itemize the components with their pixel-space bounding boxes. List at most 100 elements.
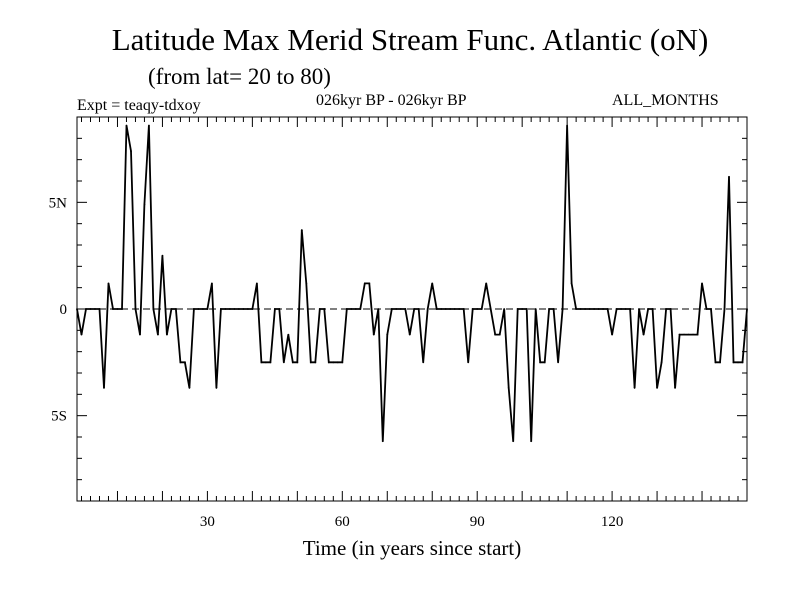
data-point [417, 308, 420, 310]
data-point [296, 361, 299, 364]
data-point [76, 308, 78, 310]
data-point [309, 361, 312, 364]
data-point [476, 308, 479, 310]
data-point [530, 440, 533, 443]
data-point [557, 361, 560, 364]
data-point [287, 333, 290, 336]
data-point [404, 308, 407, 310]
season-label: ALL_MONTHS [612, 92, 719, 109]
y-tick-label: 5S [51, 409, 67, 425]
data-point [449, 308, 452, 310]
data-point [453, 308, 456, 310]
data-point [503, 308, 506, 310]
data-point [251, 308, 254, 310]
data-point [152, 308, 155, 310]
data-point [282, 361, 285, 364]
data-point [300, 229, 303, 231]
data-point [462, 308, 465, 310]
data-point [103, 387, 105, 389]
data-point [678, 333, 681, 336]
data-point [444, 308, 447, 310]
data-point [521, 308, 524, 310]
data-point [179, 361, 182, 364]
data-point [107, 282, 110, 285]
data-point [193, 308, 195, 310]
period-label: 026kyr BP - 026kyr BP [316, 92, 467, 109]
data-point [134, 308, 137, 310]
data-point [602, 308, 605, 310]
x-tick-label: 30 [200, 514, 215, 530]
data-point [579, 308, 582, 310]
data-point [642, 333, 645, 336]
data-point [363, 282, 366, 285]
data-point [377, 308, 380, 310]
data-point [647, 308, 649, 310]
data-point [390, 308, 393, 310]
data-point [611, 333, 614, 336]
data-point [305, 282, 308, 285]
data-point [570, 282, 573, 285]
data-point [710, 308, 712, 310]
data-point [471, 308, 474, 310]
data-point [651, 308, 654, 310]
data-point [228, 308, 231, 310]
data-point [593, 308, 596, 310]
data-point [696, 333, 699, 336]
data-point [237, 308, 240, 310]
data-point [597, 308, 600, 310]
data-point [413, 308, 416, 310]
data-point [372, 333, 375, 336]
data-point [139, 333, 141, 336]
data-point [318, 308, 321, 310]
data-point [255, 282, 258, 285]
data-point [264, 361, 267, 364]
data-point [660, 361, 663, 364]
data-point [620, 308, 622, 310]
data-point [615, 308, 618, 310]
data-point [359, 308, 362, 310]
data-point [552, 308, 555, 310]
data-point [336, 361, 339, 364]
data-point [746, 308, 748, 310]
data-point [148, 124, 150, 127]
data-point [166, 333, 168, 336]
data-point [687, 333, 690, 336]
data-point [701, 282, 703, 285]
data-point [674, 387, 676, 389]
x-tick-label: 90 [470, 514, 485, 530]
data-point [323, 308, 326, 310]
data-point [512, 440, 515, 443]
data-point [494, 333, 497, 336]
data-point [543, 361, 546, 364]
x-axis-label: Time (in years since start) [303, 536, 522, 560]
data-point [273, 308, 276, 310]
y-tick-label: 0 [60, 302, 68, 318]
data-point [98, 308, 101, 310]
chart-subtitle: (from lat= 20 to 80) [148, 64, 331, 89]
data-point [116, 308, 119, 310]
data-point [246, 308, 249, 310]
data-point [354, 308, 357, 310]
data-point [431, 282, 434, 285]
data-point [548, 308, 551, 310]
data-point [130, 150, 132, 153]
data-point [224, 308, 227, 310]
data-point [606, 308, 609, 310]
data-point [705, 308, 708, 310]
data-point [85, 308, 87, 310]
data-point [157, 333, 159, 336]
data-point [728, 175, 730, 178]
data-point [219, 308, 222, 310]
data-point [566, 124, 569, 127]
data-point [467, 361, 470, 364]
data-point [714, 361, 717, 364]
data-point [629, 308, 631, 310]
data-point [485, 282, 488, 285]
data-point [683, 333, 685, 336]
data-point [575, 308, 578, 310]
data-point [426, 308, 429, 310]
data-point [143, 203, 146, 206]
data-point [291, 361, 294, 364]
data-point [584, 308, 587, 310]
